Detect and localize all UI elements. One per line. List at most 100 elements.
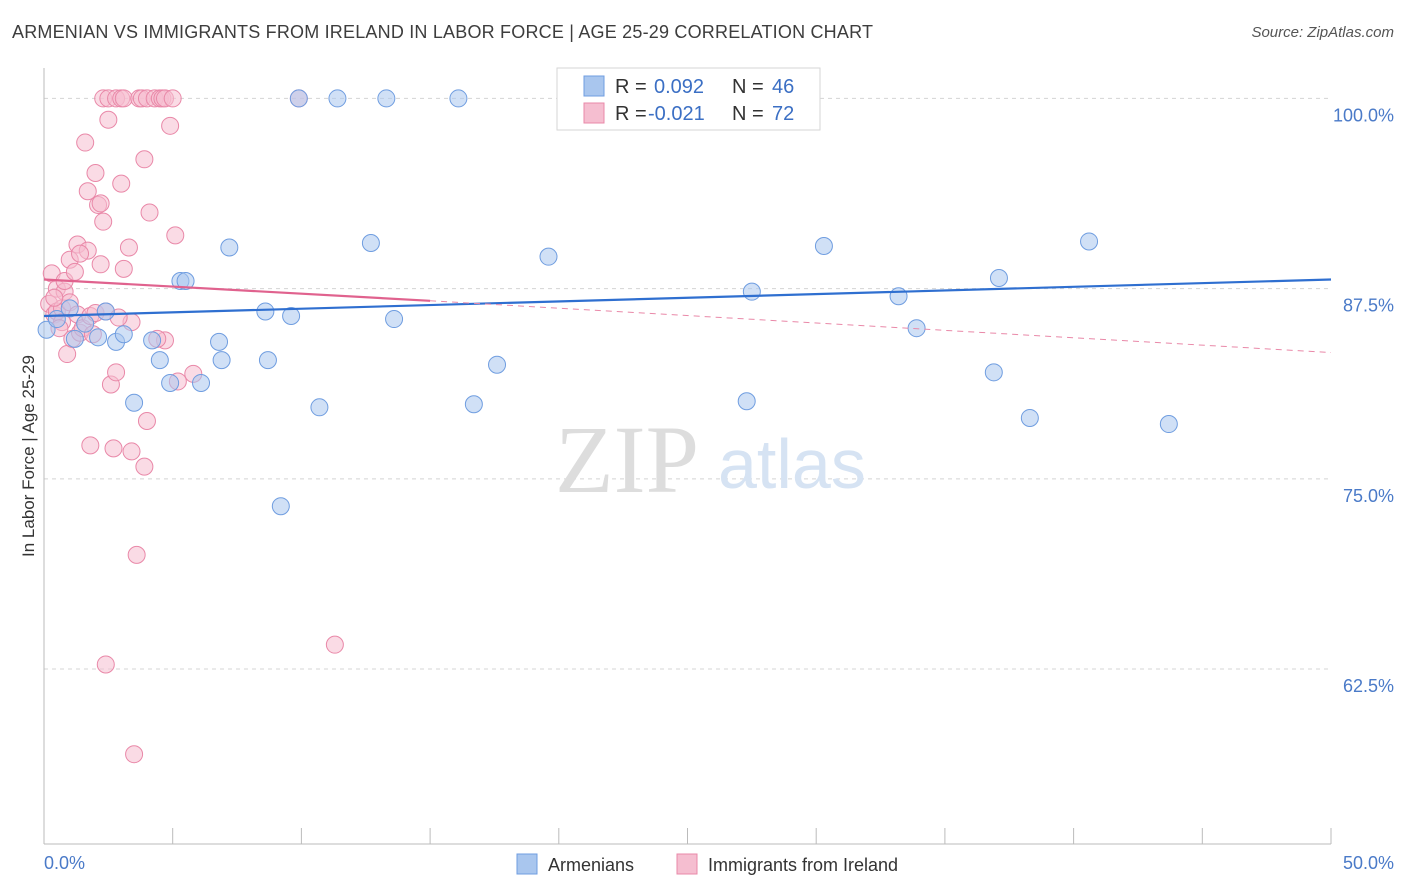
trend-lines <box>43 278 1332 354</box>
legend-armenians-r-value: 0.092 <box>654 76 704 98</box>
point-armenian <box>488 355 507 374</box>
point-ireland <box>76 133 95 152</box>
x-ticks <box>43 828 1332 844</box>
point-armenian <box>1080 232 1099 251</box>
point-armenian <box>176 272 195 291</box>
point-armenian <box>143 331 162 350</box>
legend-ireland-n-label: N = <box>732 103 764 125</box>
point-armenian <box>539 247 558 266</box>
point-ireland <box>135 150 154 169</box>
y-axis-label: In Labor Force | Age 25-29 <box>19 355 38 557</box>
legend-series: Armenians Immigrants from Ireland <box>516 853 898 875</box>
point-ireland <box>65 262 84 281</box>
point-armenian <box>76 314 95 333</box>
point-armenian <box>258 351 277 370</box>
y-tick-label: 75.0% <box>1343 486 1394 506</box>
point-armenian <box>96 302 115 321</box>
y-tick-label: 100.0% <box>1333 105 1394 125</box>
point-ireland <box>135 457 154 476</box>
point-armenian <box>150 351 169 370</box>
watermark-atlas: atlas <box>718 425 866 503</box>
point-ireland <box>161 116 180 135</box>
trend-line-armenians <box>43 278 1332 318</box>
point-armenian <box>210 332 229 351</box>
point-armenian <box>385 310 404 329</box>
point-ireland <box>91 194 110 213</box>
point-armenian <box>65 329 84 348</box>
point-armenian <box>161 373 180 392</box>
point-ireland <box>94 212 113 231</box>
x-tick-label-max: 50.0% <box>1343 853 1394 873</box>
point-armenian <box>271 497 290 516</box>
point-armenian <box>742 282 761 301</box>
point-ireland <box>137 412 156 431</box>
y-tick-label: 62.5% <box>1343 676 1394 696</box>
point-ireland <box>81 436 100 455</box>
legend-ireland-n-value: 72 <box>772 103 794 125</box>
point-ireland <box>325 635 344 654</box>
point-ireland <box>122 442 141 461</box>
point-ireland <box>58 345 77 364</box>
legend-armenians-swatch <box>583 75 605 97</box>
point-ireland <box>112 174 131 193</box>
point-armenian <box>289 89 308 108</box>
point-armenian <box>449 89 468 108</box>
point-ireland <box>163 89 182 108</box>
point-ireland <box>86 163 105 182</box>
point-ireland <box>119 238 138 257</box>
point-ireland <box>91 255 110 274</box>
point-ireland <box>125 745 144 764</box>
legend-ireland-swatch <box>583 102 605 124</box>
point-ireland <box>114 89 133 108</box>
y-tick-labels: 100.0% 87.5% 75.0% 62.5% <box>1333 105 1394 696</box>
point-ireland <box>96 655 115 674</box>
legend-armenians-label: Armenians <box>548 855 634 875</box>
legend-ireland-r-value: -0.021 <box>648 103 705 125</box>
legend-ireland-marker <box>676 853 698 875</box>
point-armenian <box>220 238 239 257</box>
point-armenian <box>282 307 301 326</box>
point-ireland <box>127 545 146 564</box>
trend-line-ireland-extension <box>430 300 1332 354</box>
legend-stats: R = 0.092 N = 46 R = -0.021 N = 72 <box>556 67 821 131</box>
point-ireland <box>140 203 159 222</box>
legend-ireland-r-label: R = <box>615 103 647 125</box>
watermark: ZIP atlas <box>555 406 866 513</box>
point-armenian <box>814 237 833 256</box>
legend-armenians-r-label: R = <box>615 76 647 98</box>
point-armenian <box>328 89 347 108</box>
point-armenian <box>464 395 483 414</box>
point-ireland <box>114 259 133 278</box>
point-armenian <box>125 393 144 412</box>
chart-title: ARMENIAN VS IMMIGRANTS FROM IRELAND IN L… <box>12 22 874 42</box>
point-armenian <box>361 233 380 252</box>
x-tick-label-min: 0.0% <box>44 853 85 873</box>
point-ireland <box>104 439 123 458</box>
legend-ireland-label: Immigrants from Ireland <box>708 855 898 875</box>
point-armenian <box>737 392 756 411</box>
point-ireland <box>99 110 118 129</box>
point-armenian <box>984 363 1003 382</box>
point-armenian <box>192 373 211 392</box>
grid-lines <box>44 97 1331 670</box>
point-armenian <box>1020 408 1039 427</box>
trend-line-ireland <box>43 278 431 302</box>
y-tick-label: 87.5% <box>1343 296 1394 316</box>
point-armenian <box>377 89 396 108</box>
point-armenian <box>310 398 329 417</box>
series-immigrants-from-ireland <box>40 89 344 764</box>
chart-source: Source: ZipAtlas.com <box>1251 24 1394 41</box>
point-armenian <box>1159 415 1178 434</box>
legend-armenians-n-label: N = <box>732 76 764 98</box>
point-armenian <box>256 302 275 321</box>
point-armenian <box>89 328 108 347</box>
legend-armenians-n-value: 46 <box>772 76 794 98</box>
point-ireland <box>71 244 90 263</box>
point-ireland <box>78 182 97 201</box>
point-ireland <box>107 363 126 382</box>
point-armenian <box>60 299 79 318</box>
point-ireland <box>166 226 185 245</box>
watermark-zip: ZIP <box>555 406 699 513</box>
point-armenian <box>907 319 926 338</box>
